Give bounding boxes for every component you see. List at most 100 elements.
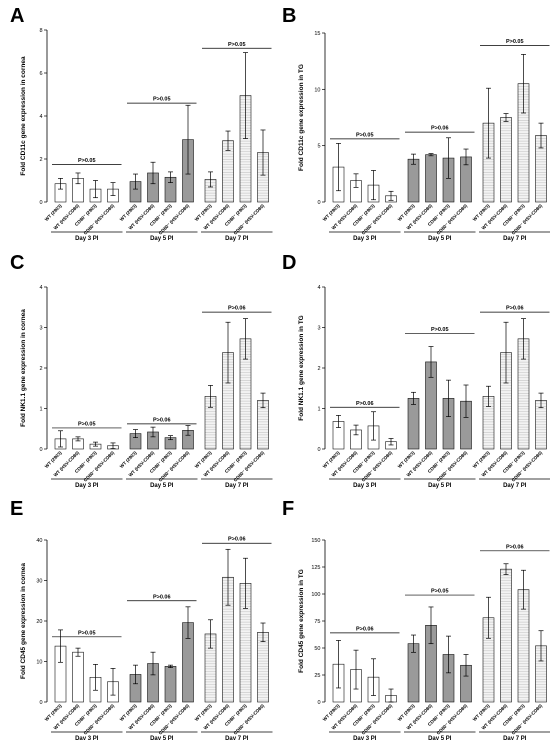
category-label: CD80⁻ (HSV-CD80) bbox=[436, 203, 469, 236]
panel-b: B 0 5 10 15 Fold CD11c gene expression in TG W… bbox=[282, 5, 550, 242]
group-label: Day 5 PI bbox=[428, 483, 452, 489]
y-tick-label: 75 bbox=[314, 619, 320, 625]
group-label: Day 3 PI bbox=[353, 483, 377, 489]
panel-c: C 0 1 2 3 4 Fold NK1.1 gene expression in corn… bbox=[10, 252, 273, 489]
group-label: Day 7 PI bbox=[225, 736, 249, 740]
y-tick-label: 20 bbox=[36, 619, 42, 625]
group-day7: WT (2903)WT (HSV-CD80)CD80⁻ (2903)CD80⁻ … bbox=[194, 42, 273, 242]
bar bbox=[257, 632, 269, 703]
group-label: Day 7 PI bbox=[503, 736, 527, 740]
group-label: Day 7 PI bbox=[503, 483, 527, 489]
significance-label: P>0.06 bbox=[153, 417, 171, 423]
panel-a: A 0 2 4 6 8 Fold CD11c gene expression in corn… bbox=[10, 5, 273, 242]
group-label: Day 5 PI bbox=[428, 236, 452, 242]
group-day3: WT (2903)WT (HSV-CD80)CD80⁻ (2903)CD80⁻ … bbox=[44, 421, 123, 489]
group-day5: WT (2903)WT (HSV-CD80)CD80⁻ (2903)CD80⁻ … bbox=[119, 594, 198, 740]
category-label: CD80⁻ (HSV-CD80) bbox=[158, 450, 191, 483]
y-tick-label: 0 bbox=[317, 447, 320, 453]
significance-label: P>0.06 bbox=[431, 126, 449, 132]
y-tick-label: 40 bbox=[36, 538, 42, 544]
y-tick-label: 50 bbox=[314, 646, 320, 652]
significance-label: P>0.05 bbox=[431, 327, 449, 333]
category-label: CD80⁻ (HSV-CD80) bbox=[158, 203, 191, 236]
panel-e: E 0 10 20 30 40 Fold CD45 gene expression in c… bbox=[10, 498, 273, 740]
y-tick-label: 8 bbox=[39, 28, 42, 34]
category-label: CD80⁻ (HSV-CD80) bbox=[511, 703, 544, 736]
group-day7: WT (2903)WT (HSV-CD80)CD80⁻ (2903)CD80⁻ … bbox=[472, 39, 550, 242]
group-day3: WT (2903)WT (HSV-CD80)CD80⁻ (2903)CD80⁻ … bbox=[322, 401, 401, 489]
group-day7: WT (2903)WT (HSV-CD80)CD80⁻ (2903)CD80⁻ … bbox=[194, 537, 273, 740]
y-tick-label: 0 bbox=[39, 447, 42, 453]
category-label: CD80⁻ (HSV-CD80) bbox=[436, 450, 469, 483]
bar bbox=[500, 568, 512, 703]
group-day3: WT (2903)WT (HSV-CD80)CD80⁻ (2903)CD80⁻ … bbox=[322, 626, 401, 740]
group-label: Day 7 PI bbox=[225, 236, 249, 242]
bar bbox=[407, 398, 420, 450]
y-tick-label: 5 bbox=[317, 144, 320, 150]
significance-label: P>0.06 bbox=[356, 401, 374, 407]
y-tick-label: 2 bbox=[39, 366, 42, 372]
group-label: Day 5 PI bbox=[150, 736, 174, 740]
y-tick-label: 2 bbox=[317, 366, 320, 372]
bar bbox=[425, 154, 437, 203]
y-tick-label: 0 bbox=[317, 700, 320, 706]
y-tick-label: 150 bbox=[311, 538, 320, 544]
panel-f: F 0 25 50 75 100 125 150 Fold CD45 gene expressi… bbox=[282, 498, 550, 740]
y-axis-label: Fold CD11c gene expression in TG bbox=[298, 64, 305, 171]
y-tick-label: 0 bbox=[39, 700, 42, 706]
group-day3: WT (2903)WT (HSV-CD80)CD80⁻ (2903)CD80⁻ … bbox=[322, 132, 401, 242]
group-day5: WT (2903)WT (HSV-CD80)CD80⁻ (2903)CD80⁻ … bbox=[119, 417, 198, 489]
category-label: CD80⁻ (HSV-CD80) bbox=[511, 203, 544, 236]
panel-d: D 0 1 2 3 4 Fold NK1.1 gene expression in TG WT… bbox=[282, 252, 550, 489]
group-day7: WT (2903)WT (HSV-CD80)CD80⁻ (2903)CD80⁻ … bbox=[472, 544, 550, 740]
bar bbox=[407, 158, 420, 203]
category-label: CD80⁻ (HSV-CD80) bbox=[233, 703, 266, 736]
group-label: Day 7 PI bbox=[503, 236, 527, 242]
significance-label: P>0.05 bbox=[506, 39, 524, 45]
group-day7: WT (2903)WT (HSV-CD80)CD80⁻ (2903)CD80⁻ … bbox=[194, 306, 273, 489]
y-tick-label: 1 bbox=[39, 407, 42, 413]
category-label: CD80⁻ (HSV-CD80) bbox=[436, 703, 469, 736]
group-day5: WT (2903)WT (HSV-CD80)CD80⁻ (2903)CD80⁻ … bbox=[397, 327, 476, 489]
category-label: CD80⁻ (HSV-CD80) bbox=[83, 703, 116, 736]
group-day5: WT (2903)WT (HSV-CD80)CD80⁻ (2903)CD80⁻ … bbox=[119, 97, 198, 242]
category-label: CD80⁻ (HSV-CD80) bbox=[361, 703, 394, 736]
y-tick-label: 10 bbox=[36, 660, 42, 666]
y-axis-label: Fold CD45 gene expression in cornea bbox=[20, 563, 27, 679]
group-day3: WT (2903)WT (HSV-CD80)CD80⁻ (2903)CD80⁻ … bbox=[44, 158, 123, 242]
y-tick-label: 125 bbox=[311, 565, 320, 571]
y-tick-label: 30 bbox=[36, 579, 42, 585]
y-tick-label: 6 bbox=[39, 71, 42, 77]
y-tick-label: 0 bbox=[317, 200, 320, 206]
panel-letter: D bbox=[282, 252, 296, 274]
y-tick-label: 4 bbox=[39, 285, 42, 291]
panel-letter: F bbox=[282, 498, 294, 520]
y-axis-label: Fold CD45 gene expression in TG bbox=[298, 569, 305, 673]
panel-letter: E bbox=[10, 498, 23, 520]
bar bbox=[164, 666, 177, 703]
group-label: Day 3 PI bbox=[75, 736, 99, 740]
panel-letter: C bbox=[10, 252, 24, 274]
y-axis-label: Fold NK1.1 gene expression in cornea bbox=[20, 309, 27, 427]
group-label: Day 3 PI bbox=[353, 736, 377, 740]
significance-label: P>0.06 bbox=[228, 537, 246, 543]
category-label: CD80⁻ (HSV-CD80) bbox=[233, 450, 266, 483]
significance-label: P>0.05 bbox=[356, 132, 374, 138]
category-label: CD80⁻ (HSV-CD80) bbox=[361, 203, 394, 236]
y-tick-label: 2 bbox=[39, 157, 42, 163]
group-label: Day 5 PI bbox=[428, 736, 452, 740]
panel-letter: A bbox=[10, 5, 24, 27]
y-tick-label: 15 bbox=[314, 31, 320, 37]
significance-label: P>0.06 bbox=[506, 306, 524, 312]
significance-label: P>0.05 bbox=[431, 589, 449, 595]
significance-label: P>0.05 bbox=[78, 421, 96, 427]
significance-label: P>0.05 bbox=[78, 630, 96, 636]
y-tick-label: 10 bbox=[314, 87, 320, 93]
group-day7: WT (2903)WT (HSV-CD80)CD80⁻ (2903)CD80⁻ … bbox=[472, 306, 550, 489]
group-label: Day 3 PI bbox=[75, 483, 99, 489]
y-tick-label: 3 bbox=[317, 326, 320, 332]
y-tick-label: 4 bbox=[317, 285, 320, 291]
panel-letter: B bbox=[282, 5, 296, 27]
significance-label: P>0.05 bbox=[78, 158, 96, 164]
